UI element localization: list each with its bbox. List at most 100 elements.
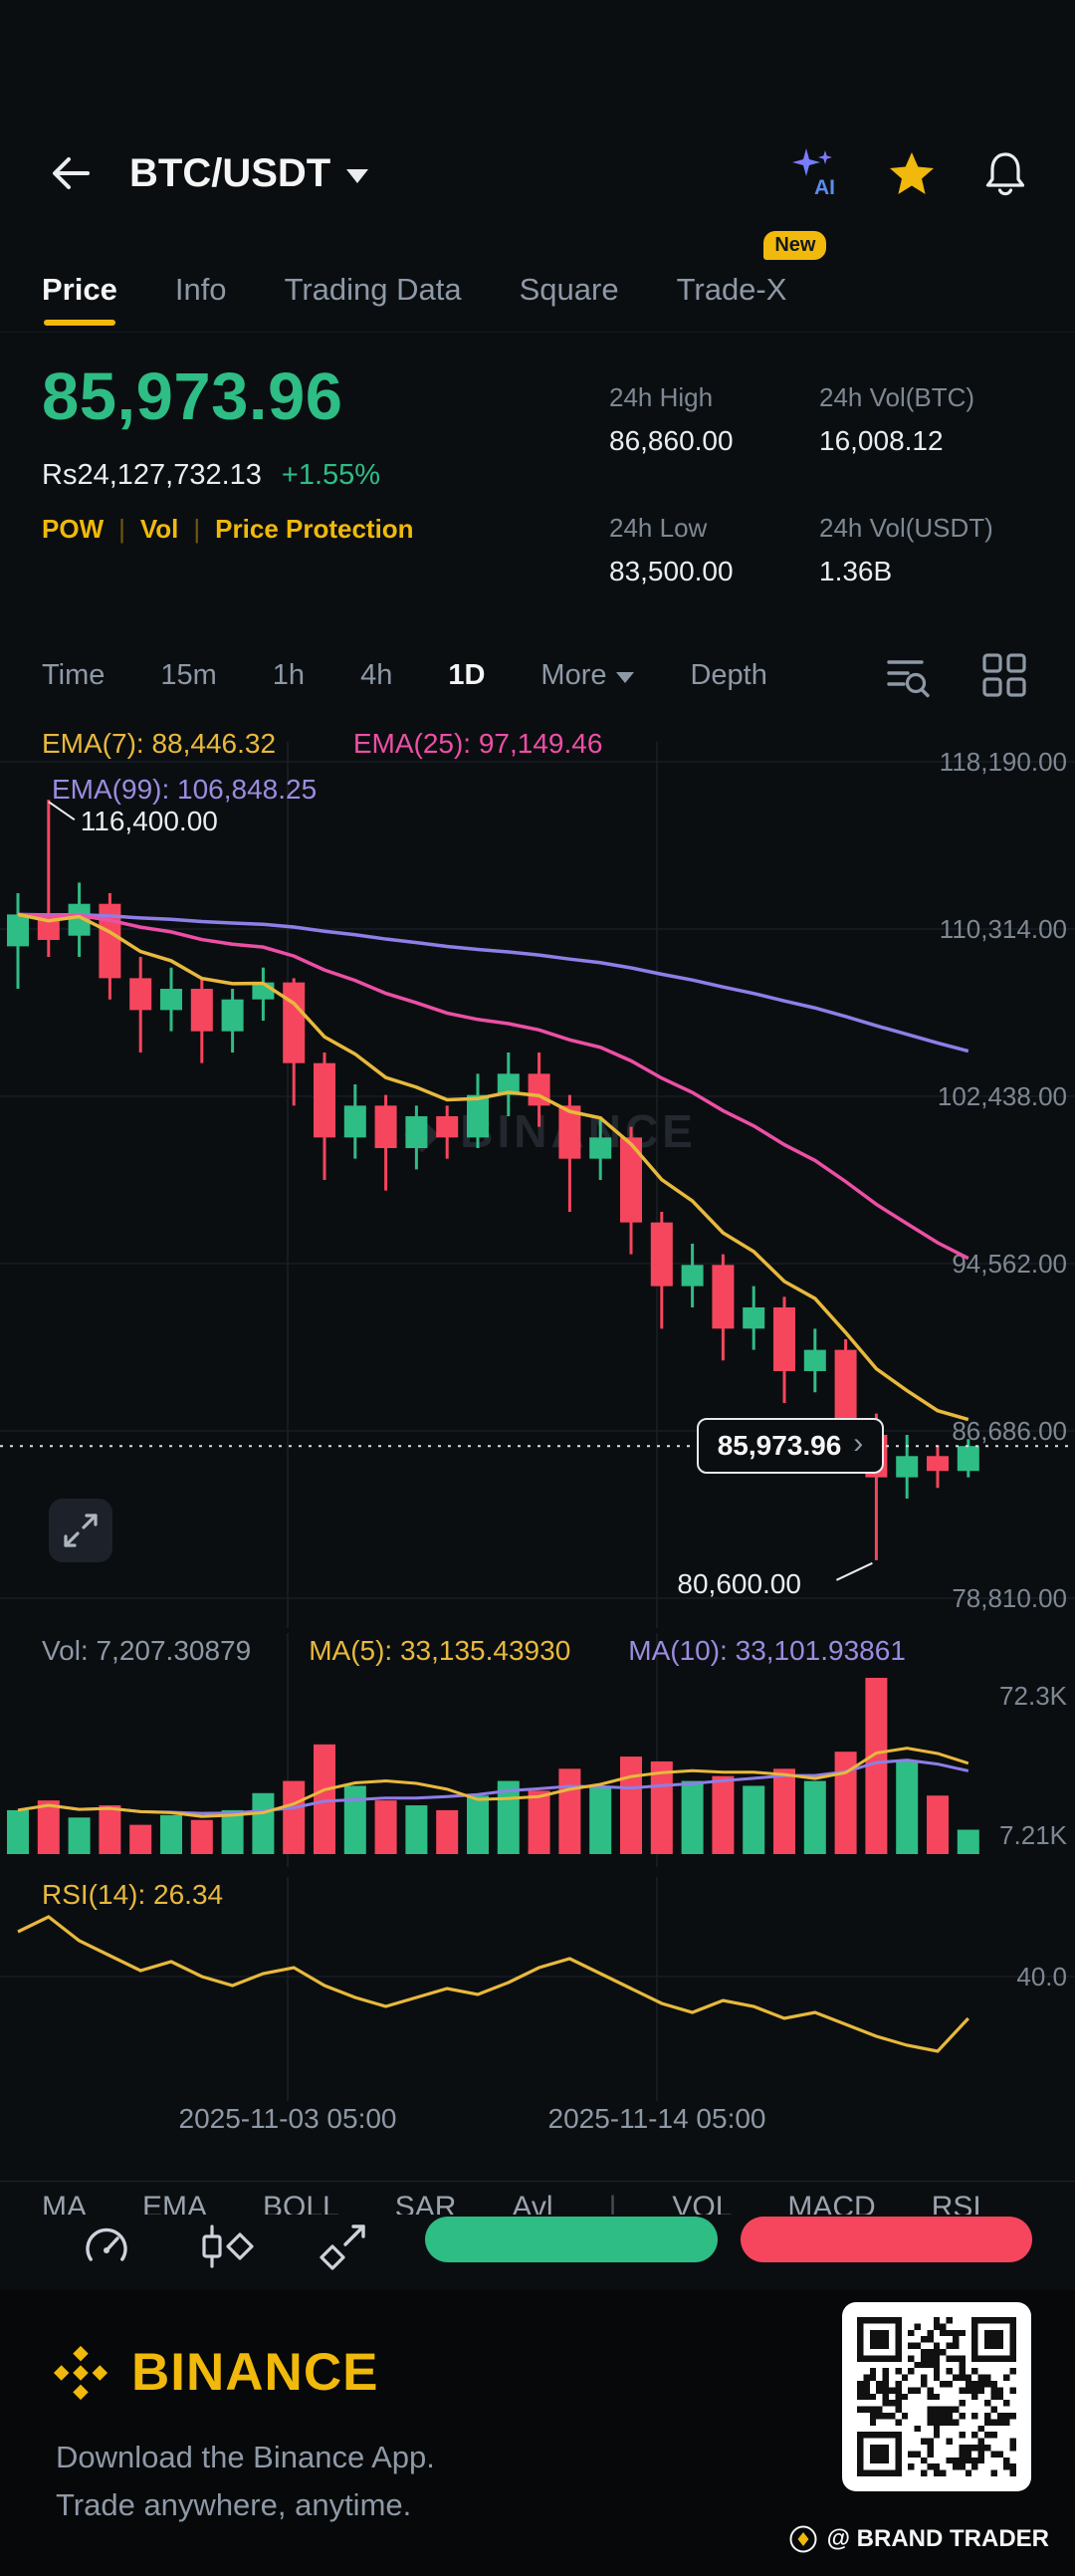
indicator-sar[interactable]: SAR <box>394 2191 457 2215</box>
credit-text: @ BRAND TRADER <box>826 2525 1049 2552</box>
pair-selector[interactable]: BTC/USDT <box>129 151 369 196</box>
tab-label: Info <box>174 271 227 307</box>
indicator-macd[interactable]: MACD <box>787 2191 876 2215</box>
ema25-line <box>17 912 969 1261</box>
timeframe-4h[interactable]: 4h <box>360 659 392 692</box>
timeframe-label: 1D <box>448 658 486 691</box>
bottom-toolbar <box>0 2209 1075 2290</box>
indicator-avl[interactable]: Avl <box>512 2191 553 2215</box>
volume-value: Vol: 7,207.30879 <box>42 1635 252 1666</box>
timeframe-label: More <box>540 658 607 691</box>
tab-trading-data[interactable]: Trading Data <box>285 247 462 332</box>
ai-assistant-icon[interactable]: AI <box>784 144 842 202</box>
candlestick-chart[interactable]: 118,190.00 110,314.00 102,438.00 94,562.00 8… <box>0 712 1075 1628</box>
last-price: 85,973.96 <box>42 359 343 434</box>
stat-label: 24h High <box>609 382 714 412</box>
binance-logo-icon <box>53 2345 108 2400</box>
y-axis-label: 102,438.00 <box>938 1081 1067 1111</box>
tab-info[interactable]: Info <box>175 247 227 332</box>
low-price-label: 80,600.00 <box>677 1567 801 1599</box>
y-axis-label: 94,562.00 <box>952 1249 1067 1279</box>
candles <box>7 800 979 1560</box>
tab-label: Square <box>519 271 619 307</box>
change-percent: +1.55% <box>281 459 381 491</box>
price-alerts-icon[interactable] <box>79 2219 134 2274</box>
qr-pattern <box>857 2317 1016 2476</box>
timeframe-1d[interactable]: 1D <box>448 659 485 692</box>
compare-overlay-icon[interactable] <box>196 2219 256 2274</box>
volume-panel[interactable]: 72.3K 7.21K Vol: 7,207.30879 MA(5): 33,13… <box>0 1633 1075 1867</box>
layout-grid-icon[interactable] <box>979 650 1029 700</box>
timeframe-label: Depth <box>690 658 767 691</box>
current-price-tag[interactable]: 85,973.96 › <box>697 1418 884 1475</box>
indicator-rsi[interactable]: RSI <box>931 2191 981 2215</box>
stats-grid: 24h High 86,860.00 24h Vol(BTC) 16,008.12 24… <box>609 382 1049 587</box>
timeframe-items: Time 15m 1h 4h 1D More Depth <box>42 659 767 692</box>
tab-price[interactable]: Price <box>42 247 117 332</box>
tag-vol[interactable]: Vol <box>139 514 179 544</box>
tab-label: Price <box>42 271 117 307</box>
tag-separator: | <box>118 514 125 544</box>
indicator-boll[interactable]: BOLL <box>263 2191 339 2215</box>
notification-bell-icon[interactable] <box>981 149 1029 197</box>
volume-axis-max: 72.3K <box>999 1681 1068 1711</box>
tag-separator: | <box>193 514 201 544</box>
brand-row: BINANCE <box>52 2342 378 2403</box>
timeframe-bar: Time 15m 1h 4h 1D More Depth <box>0 647 1075 703</box>
quick-trade-icon[interactable] <box>316 2219 371 2274</box>
rsi-value: RSI(14): 26.34 <box>42 1879 224 1910</box>
footer-line2: Trade anywhere, anytime. <box>56 2487 412 2522</box>
ema7-value: EMA(7): 88,446.32 <box>42 728 277 759</box>
stat-value: 1.36B <box>819 556 893 586</box>
fullscreen-expand-button[interactable] <box>49 1499 112 1562</box>
timeframe-time[interactable]: Time <box>42 659 105 692</box>
expand-icon <box>64 1514 98 1547</box>
indicator-settings-icon[interactable] <box>882 650 932 700</box>
y-axis-label: 78,810.00 <box>952 1583 1067 1613</box>
back-button[interactable] <box>46 147 98 199</box>
tab-trade-x[interactable]: Trade-X New <box>676 231 827 332</box>
volume-header: Vol: 7,207.30879 MA(5): 33,135.43930 MA(… <box>42 1635 906 1667</box>
more-caret-icon <box>616 671 635 683</box>
tab-label: Trading Data <box>284 271 462 307</box>
new-badge: New <box>763 231 827 260</box>
indicator-ma[interactable]: MA <box>42 2191 87 2215</box>
y-axis-label: 110,314.00 <box>940 914 1067 944</box>
rsi-line <box>17 1915 969 2053</box>
tag-price-protection[interactable]: Price Protection <box>215 514 414 544</box>
indicator-ema[interactable]: EMA <box>142 2191 208 2215</box>
svg-text:AI: AI <box>814 176 835 199</box>
stat-24h-vol-btc-: 24h Vol(BTC) 16,008.12 <box>819 382 1049 457</box>
sell-button[interactable] <box>741 2217 1032 2262</box>
rsi-panel[interactable]: 40.0 RSI(14): 26.34 <box>0 1877 1075 2101</box>
tab-bar: Price Info Trading Data Square Trade-X New <box>0 231 1075 333</box>
rsi-chart[interactable]: 40.0 <box>0 1877 1075 2101</box>
tag-pow[interactable]: POW <box>42 514 105 544</box>
indicator-vol[interactable]: VOL <box>672 2191 733 2215</box>
tab-label: Trade-X <box>676 271 787 307</box>
price-chart-panel[interactable]: 118,190.00 110,314.00 102,438.00 94,562.00 8… <box>0 712 1075 1628</box>
stat-24h-vol-usdt-: 24h Vol(USDT) 1.36B <box>819 513 1049 587</box>
volume-ma10-value: MA(10): 33,101.93861 <box>628 1635 906 1666</box>
stat-value: 83,500.00 <box>609 556 734 586</box>
timeframe-1h[interactable]: 1h <box>273 659 305 692</box>
stat-value: 86,860.00 <box>609 425 734 456</box>
timeframe-label: 1h <box>272 658 306 691</box>
timeframe-15m[interactable]: 15m <box>160 659 216 692</box>
ema25-value: EMA(25): 97,149.46 <box>352 728 603 759</box>
favorite-star-icon[interactable] <box>888 149 936 197</box>
arrow-left-icon <box>53 157 90 189</box>
tab-square[interactable]: Square <box>520 247 619 332</box>
timeframe-depth[interactable]: Depth <box>690 659 766 692</box>
buy-button[interactable] <box>425 2217 718 2262</box>
timeframe-label: Time <box>42 658 106 691</box>
volume-chart[interactable]: 72.3K 7.21K <box>0 1633 1075 1867</box>
x-axis-label-2: 2025-11-14 05:00 <box>547 2103 766 2134</box>
watermark-credit: @ BRAND TRADER <box>789 2525 1049 2553</box>
y-axis-label: 86,686.00 <box>952 1416 1067 1446</box>
timeframe-more[interactable]: More <box>540 658 635 692</box>
ema-overlay-row1: EMA(7): 88,446.32 EMA(25): 97,149.46 <box>42 728 602 760</box>
ema7-line <box>17 912 969 1422</box>
header-icons: AI <box>784 144 1029 202</box>
